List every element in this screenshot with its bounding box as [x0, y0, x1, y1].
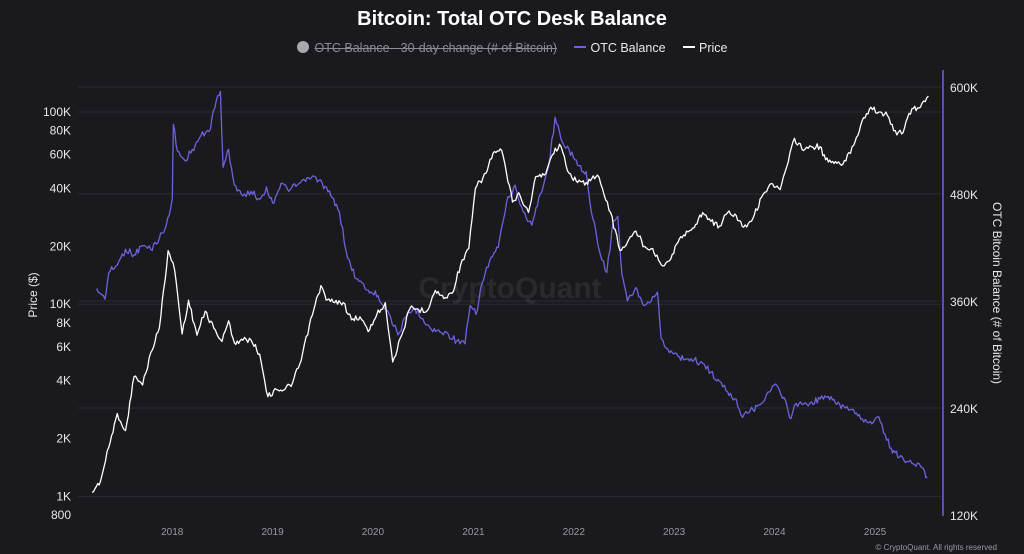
- left-tick-label: 800: [51, 508, 71, 522]
- left-tick-label: 4K: [56, 374, 71, 388]
- chart-title: Bitcoin: Total OTC Desk Balance: [357, 8, 667, 30]
- series-line-otc-balance: [96, 90, 928, 479]
- footer-credit: © CryptoQuant. All rights reserved: [875, 543, 998, 552]
- x-tick-label: 2021: [462, 527, 485, 538]
- left-tick-label: 80K: [50, 124, 71, 138]
- series-line-price: [91, 95, 929, 493]
- legend-item-otc-balance[interactable]: OTC Balance: [574, 41, 666, 55]
- left-tick-label: 60K: [50, 148, 71, 162]
- left-axis-ticks: 800 1K 2K 4K 6K 8K 10K 20K 40K 60K 80K 100K: [43, 105, 71, 522]
- legend-label-otc-balance: OTC Balance: [590, 41, 666, 55]
- x-tick-label: 2022: [563, 527, 586, 538]
- legend-label-price: Price: [699, 41, 728, 55]
- right-tick-label: 480K: [950, 188, 978, 202]
- right-tick-label: 120K: [950, 509, 978, 523]
- watermark: CryptoQuant: [418, 272, 601, 305]
- grid-lines: [78, 86, 942, 497]
- legend: OTC Balance - 30-day change (# of Bitcoi…: [0, 41, 1024, 55]
- legend-dot-icon: [296, 41, 309, 53]
- left-tick-label: 10K: [50, 297, 71, 311]
- x-tick-label: 2018: [161, 527, 184, 538]
- left-tick-label: 20K: [50, 239, 71, 253]
- right-tick-label: 600K: [950, 81, 978, 95]
- left-tick-label: 6K: [56, 340, 71, 354]
- left-tick-label: 40K: [50, 182, 71, 196]
- right-axis-ticks: 120K 240K 360K 480K 600K: [950, 81, 978, 523]
- left-tick-label: 2K: [56, 432, 71, 446]
- x-tick-label: 2024: [763, 527, 786, 538]
- x-tick-label: 2020: [362, 527, 385, 538]
- x-tick-label: 2025: [864, 527, 887, 538]
- right-tick-label: 240K: [950, 402, 978, 416]
- legend-line-icon: [683, 46, 695, 48]
- left-tick-label: 100K: [43, 105, 71, 119]
- right-axis-label: OTC Bitcoin Balance (# of Bitcoin): [990, 202, 1004, 384]
- x-tick-label: 2023: [663, 527, 686, 538]
- x-tick-label: 2019: [261, 527, 284, 538]
- left-tick-label: 1K: [56, 489, 71, 503]
- left-tick-label: 8K: [56, 316, 71, 330]
- legend-line-icon: [574, 46, 587, 48]
- left-axis-label: Price ($): [26, 272, 40, 317]
- legend-item-otc-change[interactable]: OTC Balance - 30-day change (# of Bitcoi…: [296, 41, 557, 55]
- x-axis-ticks: 2018 2019 2020 2021 2022 2023 2024 2025: [161, 527, 886, 538]
- legend-label-otc-change: OTC Balance - 30-day change (# of Bitcoi…: [314, 41, 557, 55]
- right-tick-label: 360K: [950, 295, 978, 309]
- legend-item-price[interactable]: Price: [683, 41, 727, 55]
